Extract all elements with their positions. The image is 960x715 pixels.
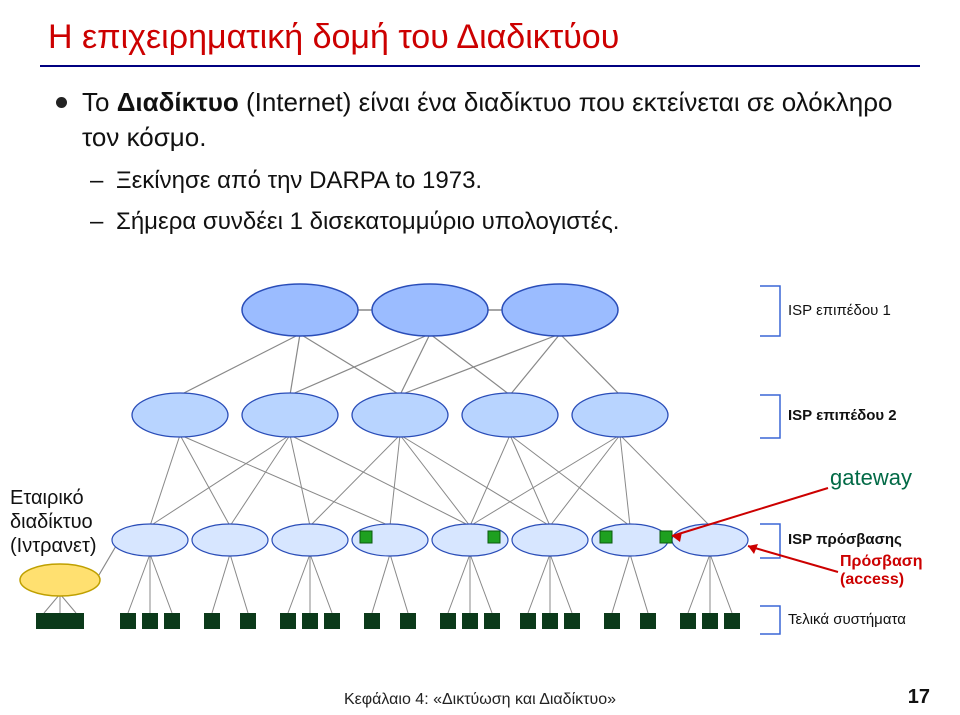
gateway-node — [488, 531, 500, 543]
end-system-node — [400, 613, 416, 629]
isp-hierarchy-diagram: ISP επιπέδου 1 ISP επιπέδου 2 ISP πρόσβαση… — [0, 260, 960, 680]
slide-title: Η επιχειρηματική δομή του Διαδικτύου — [0, 0, 960, 57]
sub-bullet-1: Ξεκίνησε από την DARPA to 1973. — [90, 165, 920, 196]
diagram-label: (Ιντρανετ) — [10, 535, 97, 557]
end-system-node — [484, 613, 500, 629]
tier2-isp-node — [242, 393, 338, 437]
bullet-text-bold: Διαδίκτυο — [117, 87, 239, 117]
tier2-isp-node — [572, 393, 668, 437]
end-system-node — [462, 613, 478, 629]
end-system-node — [120, 613, 136, 629]
diagram-label: Πρόσβαση — [840, 553, 923, 570]
tier1-isp-node — [242, 284, 358, 336]
end-system-node — [604, 613, 620, 629]
end-system-node — [640, 613, 656, 629]
end-system-node — [364, 613, 380, 629]
bullet-main: Το Διαδίκτυο (Internet) είναι ένα διαδίκ… — [56, 85, 920, 155]
end-system-node — [542, 613, 558, 629]
access-isp-node — [272, 524, 348, 556]
gateway-node — [360, 531, 372, 543]
access-isp-node — [192, 524, 268, 556]
end-system-node — [164, 613, 180, 629]
intranet-node — [20, 564, 100, 596]
end-system-node — [564, 613, 580, 629]
bullet-text-pre: Το — [82, 87, 117, 117]
tier1-isp-node — [372, 284, 488, 336]
end-system-node — [520, 613, 536, 629]
end-system-node — [204, 613, 220, 629]
end-system-node — [240, 613, 256, 629]
tier1-isp-node — [502, 284, 618, 336]
page-number: 17 — [908, 686, 930, 709]
bullet-list: Το Διαδίκτυο (Internet) είναι ένα διαδίκ… — [0, 67, 960, 238]
end-system-node — [280, 613, 296, 629]
end-system-node — [680, 613, 696, 629]
gateway-node — [660, 531, 672, 543]
access-isp-node — [112, 524, 188, 556]
end-system-node — [702, 613, 718, 629]
tier2-isp-node — [352, 393, 448, 437]
end-system-node — [302, 613, 318, 629]
sub-bullet-2: Σήμερα συνδέει 1 δισεκατομμύριο υπολογισ… — [90, 206, 920, 237]
tier2-isp-node — [132, 393, 228, 437]
end-system-node — [724, 613, 740, 629]
diagram-label: (access) — [840, 571, 904, 588]
diagram-label: ISP επιπέδου 1 — [788, 302, 891, 319]
gateway-node — [600, 531, 612, 543]
access-isp-node — [672, 524, 748, 556]
diagram-label: διαδίκτυο — [10, 511, 93, 533]
tier2-isp-node — [462, 393, 558, 437]
diagram-label: ISP πρόσβασης — [788, 531, 902, 548]
slide-footer: Κεφάλαιο 4: «Δικτύωση και Διαδίκτυο» — [0, 691, 960, 709]
diagram-label: gateway — [830, 465, 912, 490]
diagram-label: Εταιρικό — [10, 487, 84, 509]
end-system-node — [142, 613, 158, 629]
diagram-label: Τελικά συστήματα — [788, 611, 906, 628]
end-system-node — [324, 613, 340, 629]
diagram-label: ISP επιπέδου 2 — [788, 407, 897, 424]
end-system-node — [440, 613, 456, 629]
access-isp-node — [512, 524, 588, 556]
